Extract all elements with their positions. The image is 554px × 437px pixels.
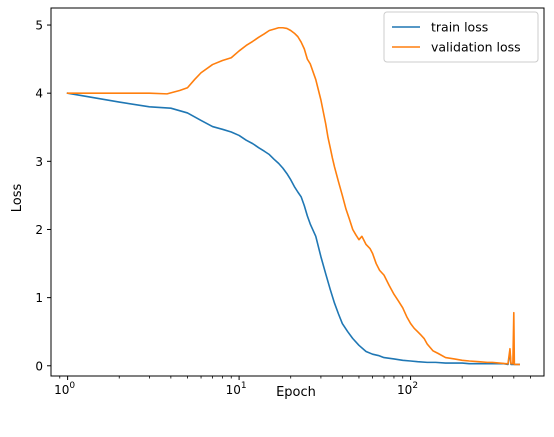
x-tick-label: 100 <box>54 381 75 397</box>
y-tick-label: 2 <box>35 223 43 237</box>
legend: train loss validation loss <box>383 11 539 63</box>
legend-label-validation-loss: validation loss <box>431 40 521 55</box>
legend-box <box>383 11 539 63</box>
axes: 100 101 102 0 1 2 3 4 5 <box>35 7 545 397</box>
y-tick-label: 4 <box>35 87 43 101</box>
series-line-validation-loss <box>66 26 520 366</box>
y-axis-label: Loss <box>10 184 25 213</box>
legend-label-train-loss: train loss <box>431 20 488 35</box>
x-axis-label: Epoch <box>276 385 316 400</box>
x-tick-label: 101 <box>226 381 247 397</box>
y-tick-label: 5 <box>35 19 43 33</box>
axes-frame <box>50 7 545 377</box>
y-tick-label: 1 <box>35 291 43 305</box>
x-tick-label: 102 <box>397 381 418 397</box>
y-tick-label: 3 <box>35 155 43 169</box>
y-tick-label: 0 <box>35 359 43 373</box>
series-line-train-loss <box>66 92 520 366</box>
plot-area <box>66 26 520 366</box>
